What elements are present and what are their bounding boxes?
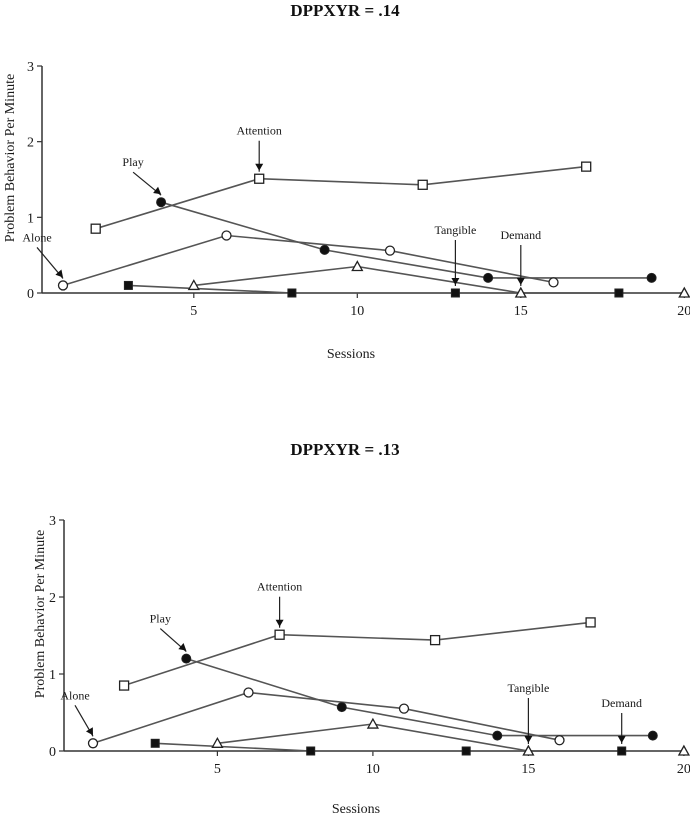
annotation-arrowhead	[516, 278, 525, 285]
data-point-play	[483, 272, 494, 283]
annotation-arrowhead	[255, 163, 264, 171]
annotation-label: Tangible	[434, 223, 476, 237]
y-tick-label: 1	[49, 668, 56, 683]
annotation-arrowhead	[275, 619, 284, 627]
data-point-attention	[581, 161, 592, 172]
y-axis-label: Problem Behavior Per Minute	[33, 530, 48, 698]
data-point-alone	[398, 703, 410, 714]
series-line-tangible	[128, 284, 619, 294]
annotation-label: Play	[122, 155, 143, 169]
y-tick-label: 3	[49, 514, 56, 529]
data-point-alone	[57, 280, 69, 291]
y-tick-label: 1	[27, 211, 34, 226]
data-point-play	[647, 730, 658, 741]
data-point-demand	[678, 286, 690, 298]
x-axis-label: Sessions	[332, 802, 380, 816]
data-point-attention	[118, 680, 130, 691]
chart-title: DPPXYR = .14	[290, 1, 400, 20]
x-tick-label: 15	[521, 762, 535, 777]
chart-title: DPPXYR = .13	[290, 440, 399, 459]
y-tick-label: 0	[49, 745, 56, 760]
x-tick-label: 15	[514, 304, 528, 319]
x-tick-label: 5	[190, 304, 197, 319]
annotation-arrowhead	[524, 736, 533, 743]
data-point-demand	[677, 744, 690, 756]
data-point-tangible	[461, 746, 471, 756]
data-point-attention	[274, 629, 285, 640]
data-point-alone	[221, 230, 232, 241]
data-point-demand	[211, 736, 224, 748]
x-tick-label: 10	[350, 304, 364, 319]
data-point-tangible	[287, 288, 297, 298]
data-point-demand	[366, 717, 380, 729]
data-point-play	[181, 653, 192, 664]
data-point-attention	[417, 179, 428, 190]
data-point-demand	[522, 744, 535, 756]
data-point-attention	[585, 617, 596, 628]
x-tick-label: 20	[677, 304, 690, 319]
y-tick-label: 3	[27, 60, 34, 75]
series-line-attention	[123, 621, 591, 687]
data-point-play	[492, 730, 503, 741]
data-point-play	[319, 244, 330, 255]
data-point-tangible	[617, 746, 627, 756]
y-axis-label: Problem Behavior Per Minute	[3, 74, 18, 242]
data-point-demand	[187, 279, 200, 291]
data-point-tangible	[150, 738, 160, 748]
annotation-label: Demand	[601, 696, 642, 710]
annotation-label: Attention	[237, 124, 282, 138]
annotation-label: Alone	[60, 688, 89, 702]
annotation-label: Demand	[500, 228, 541, 242]
data-point-alone	[548, 277, 559, 288]
data-point-attention	[254, 173, 265, 184]
x-tick-label: 5	[214, 762, 221, 777]
data-point-tangible	[614, 288, 624, 298]
data-point-play	[156, 197, 167, 208]
y-tick-label: 2	[49, 591, 56, 606]
series-line-tangible	[155, 742, 622, 752]
series-line-demand	[193, 265, 685, 294]
y-tick-label: 2	[27, 136, 34, 151]
data-point-alone	[243, 687, 254, 698]
x-tick-label: 10	[366, 762, 380, 777]
data-point-demand	[514, 286, 527, 298]
series-line-alone	[92, 691, 560, 745]
data-point-alone	[384, 245, 396, 256]
annotation-arrowhead	[55, 269, 63, 278]
data-point-tangible	[450, 288, 460, 298]
data-point-play	[646, 272, 657, 283]
series-line-demand	[217, 723, 684, 752]
data-point-alone	[87, 738, 99, 749]
annotation-arrowhead	[617, 736, 626, 743]
chart-panel-2: DPPXYR = .13 Sessions Problem Behavior P…	[33, 440, 690, 816]
annotation-label: Tangible	[507, 681, 549, 695]
data-point-attention	[90, 223, 101, 234]
annotation-arrowhead	[451, 278, 460, 285]
annotation-arrowhead	[178, 643, 187, 651]
annotation-label: Attention	[257, 580, 302, 594]
y-tick-label: 0	[27, 287, 34, 302]
chart-panel-1: DPPXYR = .14 Sessions Problem Behavior P…	[3, 1, 690, 362]
annotation-label: Play	[150, 612, 171, 626]
series-line-attention	[95, 165, 587, 230]
x-tick-label: 20	[677, 762, 690, 777]
data-point-alone	[554, 735, 565, 746]
data-point-tangible	[123, 280, 133, 290]
x-axis-label: Sessions	[327, 347, 375, 362]
annotation-label: Alone	[22, 230, 51, 244]
annotation-arrowhead	[85, 727, 93, 736]
data-point-attention	[429, 634, 441, 646]
data-point-demand	[351, 260, 364, 272]
data-point-play	[336, 702, 347, 713]
series-line-play	[186, 657, 653, 737]
annotation-arrowhead	[153, 186, 162, 195]
data-point-tangible	[306, 746, 316, 756]
series-line-alone	[62, 234, 554, 287]
series-line-play	[160, 201, 652, 279]
